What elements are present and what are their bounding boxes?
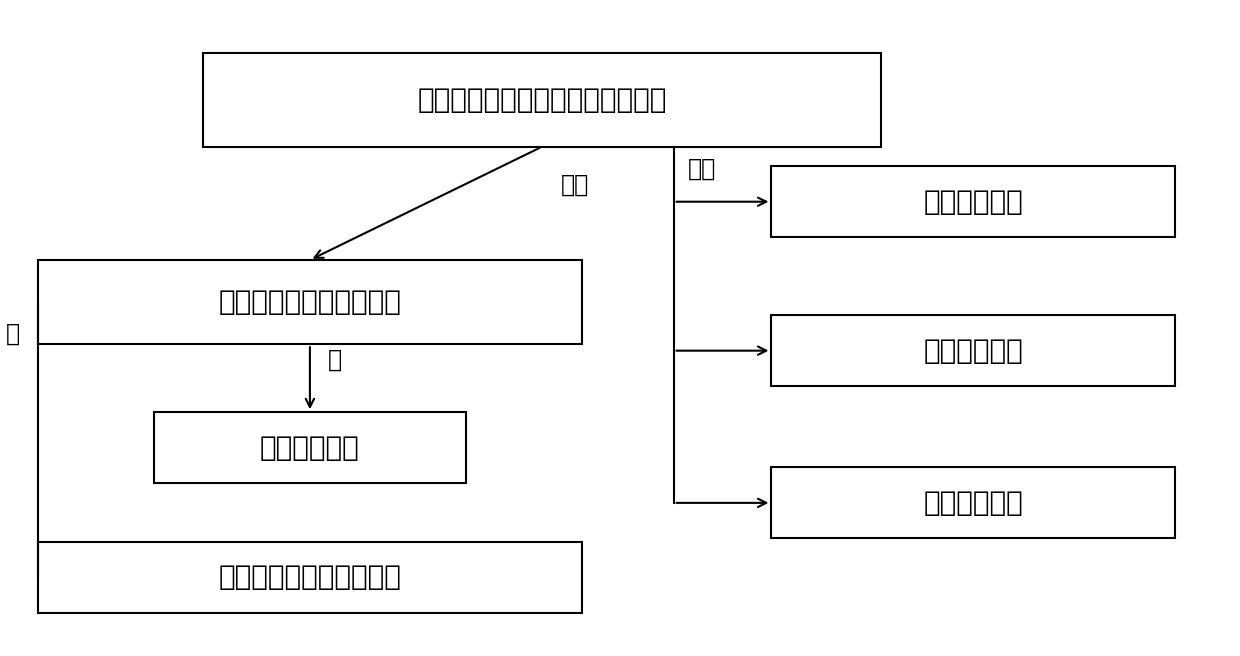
Text: 检测是否接收到授权信号: 检测是否接收到授权信号 [218, 288, 402, 316]
Bar [771, 467, 1174, 539]
Text: 控制器检测智能电池组的当前状态: 控制器检测智能电池组的当前状态 [418, 86, 667, 113]
Text: 保持充电均衡: 保持充电均衡 [923, 337, 1023, 365]
Text: 执行保护策略: 执行保护策略 [923, 188, 1023, 216]
Bar [38, 260, 582, 344]
Bar [203, 52, 882, 147]
Bar [38, 542, 582, 613]
Text: 执行保护策略: 执行保护策略 [260, 434, 360, 462]
Bar [154, 412, 466, 483]
Bar [771, 315, 1174, 386]
Bar [771, 166, 1174, 237]
Text: 保持恒流充电: 保持恒流充电 [923, 489, 1023, 517]
Text: 充电: 充电 [688, 156, 717, 180]
Text: 否: 否 [329, 348, 342, 372]
Text: 放电: 放电 [560, 173, 589, 197]
Text: 不执行保护策略，仅报警: 不执行保护策略，仅报警 [218, 564, 402, 591]
Text: 是: 是 [5, 321, 20, 346]
